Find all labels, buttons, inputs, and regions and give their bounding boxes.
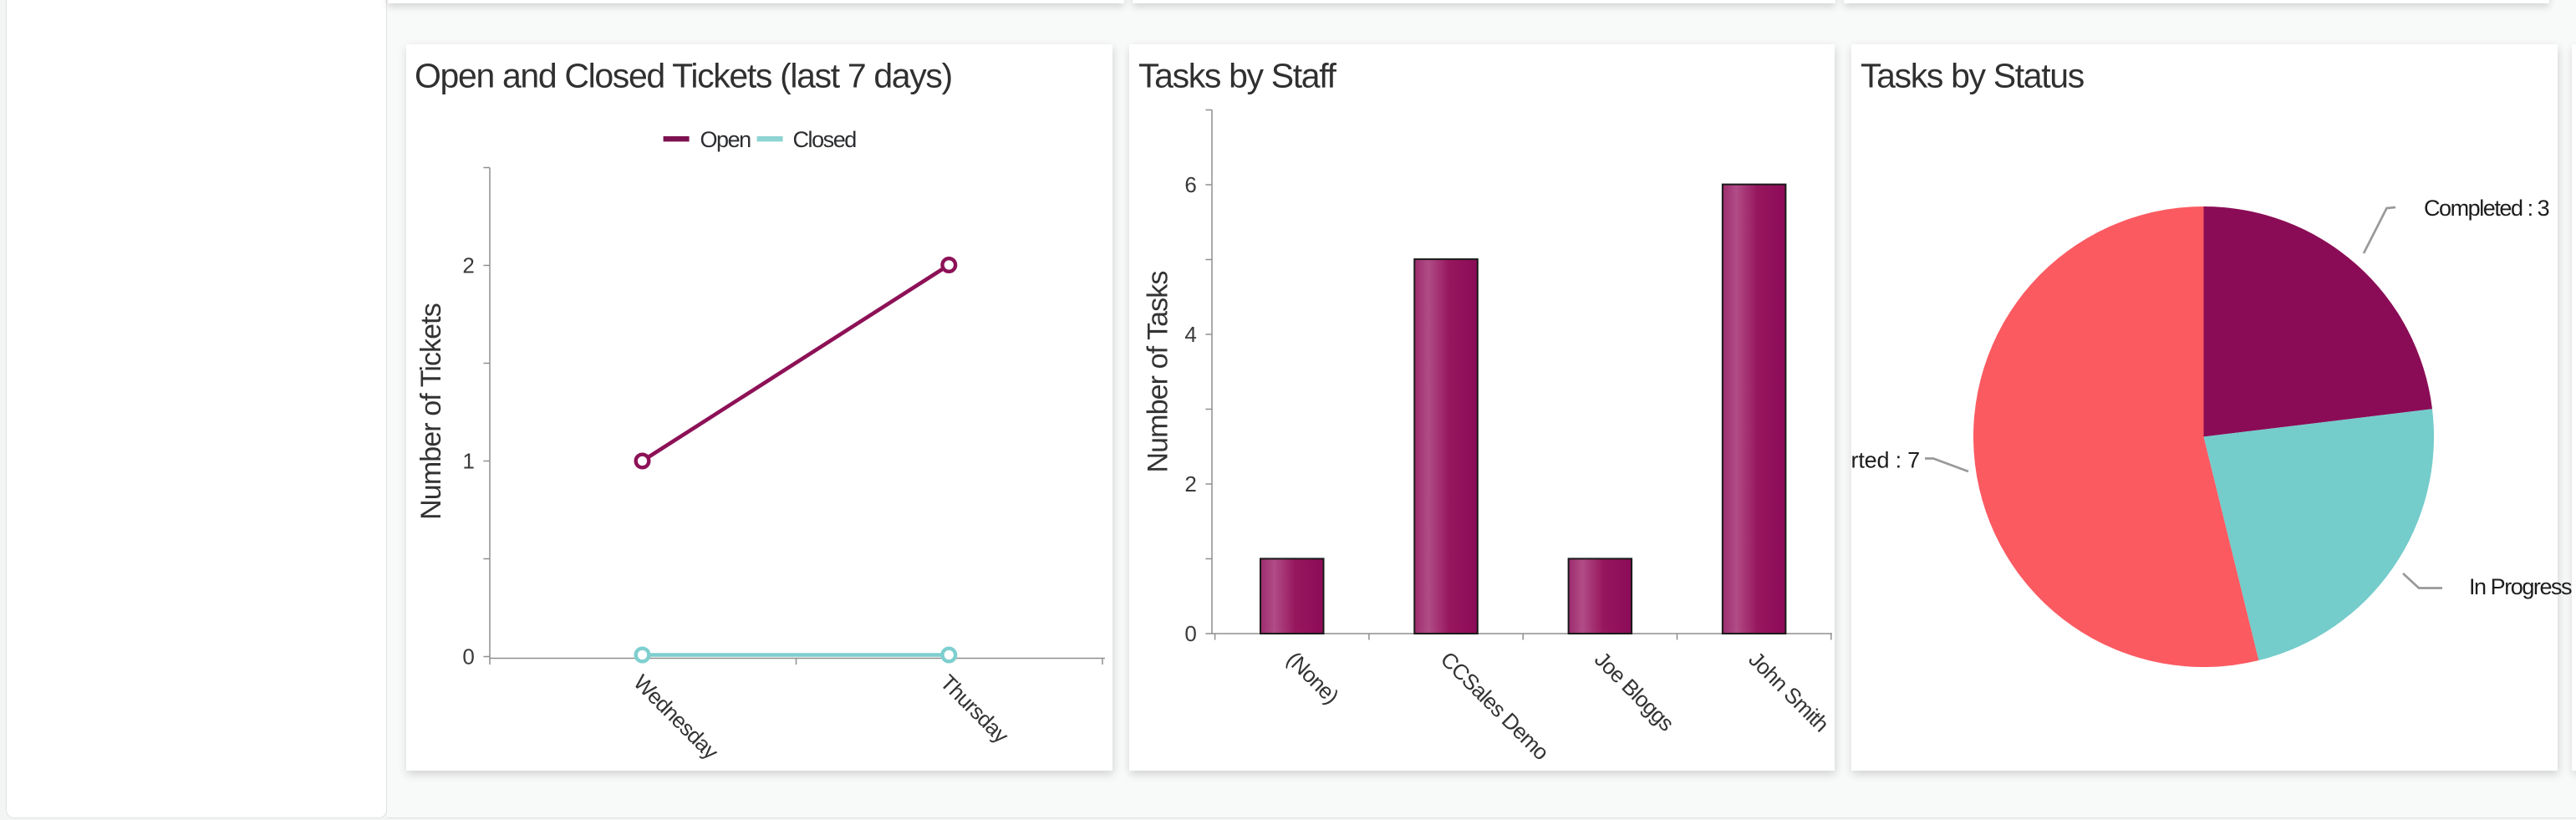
svg-text:Tasks by Staff: Tasks by Staff: [1138, 57, 1337, 95]
svg-text:CCSales Demo: CCSales Demo: [1436, 647, 1554, 765]
svg-text:0: 0: [462, 644, 474, 670]
svg-text:0: 0: [1184, 621, 1196, 646]
svg-text:2: 2: [1184, 471, 1196, 497]
svg-text:(None): (None): [1282, 647, 1344, 709]
svg-text:Number of Tasks: Number of Tasks: [1143, 272, 1174, 473]
svg-text:4: 4: [1184, 322, 1196, 347]
svg-text:Not Started : 7: Not Started : 7: [1851, 448, 1920, 473]
svg-text:Open: Open: [700, 127, 751, 152]
svg-text:Number of Tickets: Number of Tickets: [415, 303, 447, 520]
svg-text:Closed: Closed: [793, 127, 857, 152]
svg-text:6: 6: [1184, 172, 1196, 197]
svg-text:Open and Closed Tickets (last: Open and Closed Tickets (last 7 days): [415, 57, 952, 95]
svg-text:1: 1: [462, 449, 474, 474]
svg-text:John Smith: John Smith: [1744, 647, 1834, 737]
svg-text:Tasks by Status: Tasks by Status: [1861, 57, 2085, 95]
svg-text:In Progress : 3: In Progress : 3: [2469, 574, 2576, 599]
svg-text:Wednesday: Wednesday: [629, 670, 723, 764]
svg-text:Thursday: Thursday: [935, 670, 1014, 748]
svg-text:Completed : 3: Completed : 3: [2424, 196, 2549, 221]
svg-text:Joe Bloggs: Joe Bloggs: [1590, 647, 1679, 736]
svg-text:2: 2: [462, 253, 474, 278]
